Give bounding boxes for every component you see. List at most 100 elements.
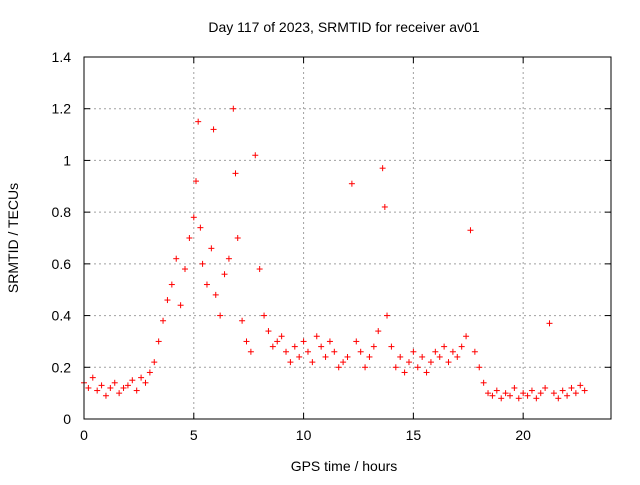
data-point bbox=[366, 353, 373, 360]
data-point bbox=[133, 387, 140, 394]
data-point bbox=[252, 152, 259, 159]
data-point bbox=[528, 387, 535, 394]
data-point bbox=[476, 364, 483, 371]
data-point bbox=[401, 369, 408, 376]
data-point bbox=[283, 348, 290, 355]
data-point bbox=[199, 260, 206, 267]
data-point bbox=[313, 333, 320, 340]
data-point bbox=[318, 343, 325, 350]
data-point bbox=[129, 377, 136, 384]
data-point bbox=[419, 353, 426, 360]
data-point bbox=[410, 348, 417, 355]
data-point bbox=[225, 255, 232, 262]
data-point bbox=[94, 387, 101, 394]
data-point bbox=[142, 379, 149, 386]
data-point bbox=[423, 369, 430, 376]
data-point bbox=[502, 390, 509, 397]
data-point bbox=[239, 317, 246, 324]
data-point bbox=[432, 348, 439, 355]
data-point bbox=[362, 364, 369, 371]
data-point bbox=[436, 353, 443, 360]
data-point bbox=[397, 353, 404, 360]
data-point bbox=[164, 297, 171, 304]
data-point bbox=[243, 338, 250, 345]
data-point bbox=[463, 333, 470, 340]
y-tick-label: 1.4 bbox=[52, 49, 72, 65]
data-point bbox=[331, 348, 338, 355]
data-point bbox=[210, 126, 217, 133]
data-point bbox=[555, 395, 562, 402]
data-point bbox=[511, 384, 518, 391]
data-point bbox=[146, 369, 153, 376]
data-point bbox=[234, 235, 241, 241]
data-point bbox=[357, 348, 364, 355]
data-point bbox=[414, 364, 421, 371]
grid bbox=[84, 57, 611, 419]
chart-title: Day 117 of 2023, SRMTID for receiver av0… bbox=[208, 19, 480, 35]
data-point bbox=[467, 227, 474, 234]
data-point bbox=[537, 390, 544, 397]
data-point bbox=[269, 343, 276, 350]
data-point bbox=[564, 392, 571, 399]
data-point bbox=[247, 348, 254, 355]
data-point bbox=[533, 395, 540, 402]
data-point bbox=[151, 359, 158, 366]
x-tick-label: 0 bbox=[80, 427, 88, 443]
data-point bbox=[449, 348, 456, 355]
data-point bbox=[85, 384, 92, 391]
data-point bbox=[546, 320, 553, 327]
data-point bbox=[195, 118, 202, 125]
data-point bbox=[212, 291, 219, 298]
data-point bbox=[221, 271, 228, 278]
data-point bbox=[392, 364, 399, 371]
data-point bbox=[542, 384, 549, 391]
data-point bbox=[278, 333, 285, 340]
data-point bbox=[520, 390, 527, 397]
data-point bbox=[300, 338, 307, 345]
data-point bbox=[232, 170, 239, 177]
data-point bbox=[577, 382, 584, 389]
data-point bbox=[370, 343, 377, 350]
data-point bbox=[493, 387, 500, 394]
data-point bbox=[197, 224, 204, 231]
y-tick-label: 0.6 bbox=[52, 256, 72, 272]
data-point bbox=[120, 384, 127, 391]
data-point bbox=[348, 180, 355, 187]
data-point bbox=[291, 343, 298, 350]
data-point bbox=[217, 312, 224, 319]
data-point bbox=[177, 302, 184, 309]
data-point bbox=[340, 359, 347, 366]
y-tick-label: 0 bbox=[63, 411, 71, 427]
y-tick-label: 1 bbox=[63, 152, 71, 168]
data-point bbox=[572, 390, 579, 397]
data-point bbox=[274, 338, 281, 345]
x-tick-label: 10 bbox=[296, 427, 312, 443]
data-point bbox=[261, 312, 268, 319]
y-tick-label: 1.2 bbox=[52, 101, 72, 117]
data-point bbox=[203, 281, 210, 288]
data-point bbox=[353, 338, 360, 345]
data-point bbox=[160, 317, 167, 324]
data-point bbox=[384, 312, 391, 319]
data-point bbox=[256, 266, 263, 273]
y-axis-label: SRMTID / TECUs bbox=[5, 183, 21, 293]
data-point bbox=[445, 359, 452, 366]
data-point bbox=[287, 359, 294, 366]
x-tick-label: 5 bbox=[190, 427, 198, 443]
data-point bbox=[388, 343, 395, 350]
data-point bbox=[265, 328, 272, 335]
data-point bbox=[454, 353, 461, 360]
data-point bbox=[190, 214, 197, 221]
y-tick-label: 0.8 bbox=[52, 204, 72, 220]
data-point bbox=[173, 255, 180, 262]
data-point bbox=[550, 390, 557, 397]
data-point bbox=[230, 105, 237, 112]
data-point bbox=[98, 382, 105, 389]
data-point bbox=[155, 338, 162, 345]
data-point bbox=[344, 353, 351, 360]
data-point bbox=[335, 364, 342, 371]
data-point bbox=[471, 348, 478, 355]
y-tick-label: 0.2 bbox=[52, 359, 72, 375]
data-point bbox=[89, 374, 96, 381]
